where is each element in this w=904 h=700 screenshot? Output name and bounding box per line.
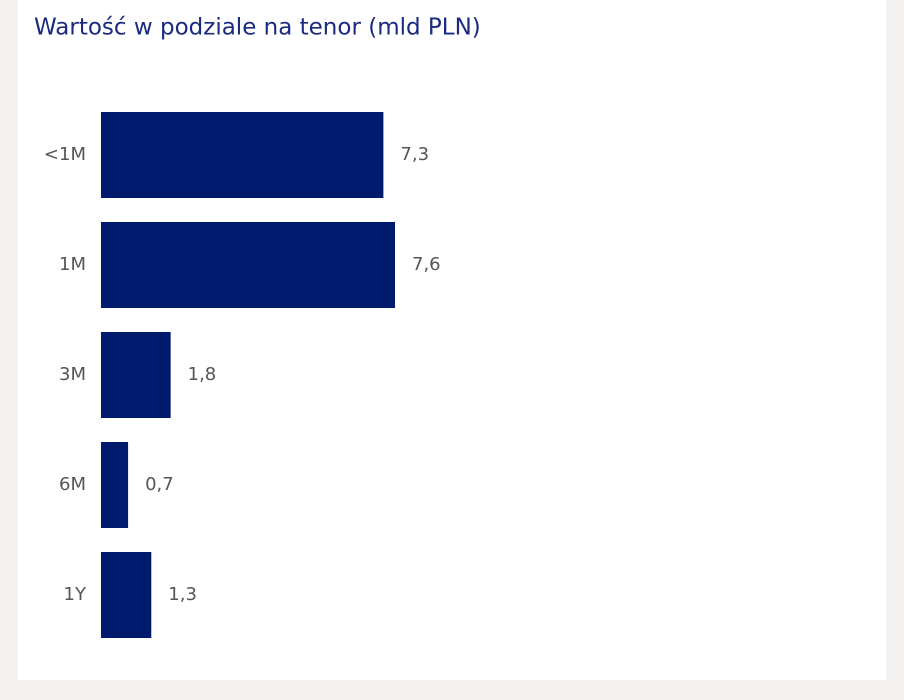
chart-title: Wartość w podziale na tenor (mld PLN): [34, 15, 481, 41]
bar: [101, 552, 152, 638]
bar: [101, 222, 395, 308]
y-tick-label: 6M: [59, 474, 86, 495]
data-label: 1,8: [188, 364, 217, 385]
y-tick-label: 1Y: [64, 584, 87, 605]
y-tick-label: 3M: [59, 364, 86, 385]
y-tick-label: <1M: [44, 144, 86, 165]
bar: [101, 112, 384, 198]
data-label: 0,7: [145, 474, 174, 495]
data-label: 7,6: [412, 254, 441, 275]
data-label: 1,3: [168, 584, 197, 605]
data-label: 7,3: [400, 144, 429, 165]
y-tick-label: 1M: [59, 254, 86, 275]
bar: [101, 332, 171, 418]
bar: [101, 442, 129, 528]
